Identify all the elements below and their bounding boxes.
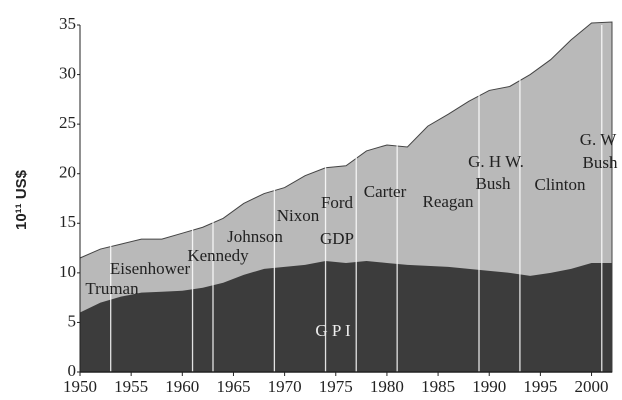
series-label: G P I	[315, 321, 351, 340]
annotation: Nixon	[277, 206, 320, 225]
annotation: Ford	[321, 193, 354, 212]
x-tick-label: 1970	[268, 377, 302, 396]
annotation: Bush	[583, 153, 618, 172]
y-tick-label: 15	[59, 212, 76, 231]
annotation: Kennedy	[187, 246, 249, 265]
annotation: G. H W.	[468, 152, 524, 171]
x-tick-label: 2000	[575, 377, 609, 396]
annotation: Truman	[85, 279, 139, 298]
x-tick-label: 1985	[421, 377, 455, 396]
y-tick-label: 5	[68, 311, 77, 330]
annotation: Carter	[364, 182, 407, 201]
x-tick-label: 1990	[472, 377, 506, 396]
annotation: Reagan	[423, 192, 474, 211]
series-label: GDP	[320, 229, 354, 248]
y-tick-label: 25	[59, 113, 76, 132]
annotation: Eisenhower	[110, 259, 191, 278]
y-tick-label: 30	[59, 63, 76, 82]
annotation: Clinton	[534, 175, 586, 194]
x-tick-label: 1955	[114, 377, 148, 396]
y-tick-label: 0	[68, 361, 77, 380]
annotation: G. W	[580, 130, 617, 149]
x-tick-label: 1980	[370, 377, 404, 396]
x-tick-label: 1995	[523, 377, 557, 396]
x-tick-label: 1965	[216, 377, 250, 396]
y-tick-label: 35	[59, 14, 76, 33]
y-tick-label: 10	[59, 262, 76, 281]
x-tick-label: 1960	[165, 377, 199, 396]
annotation: Johnson	[227, 227, 283, 246]
y-tick-label: 20	[59, 163, 76, 182]
annotation: Bush	[476, 174, 511, 193]
x-tick-label: 1975	[319, 377, 353, 396]
x-tick-label: 1950	[63, 377, 97, 396]
y-axis-label: 10¹¹ US$	[13, 169, 30, 230]
